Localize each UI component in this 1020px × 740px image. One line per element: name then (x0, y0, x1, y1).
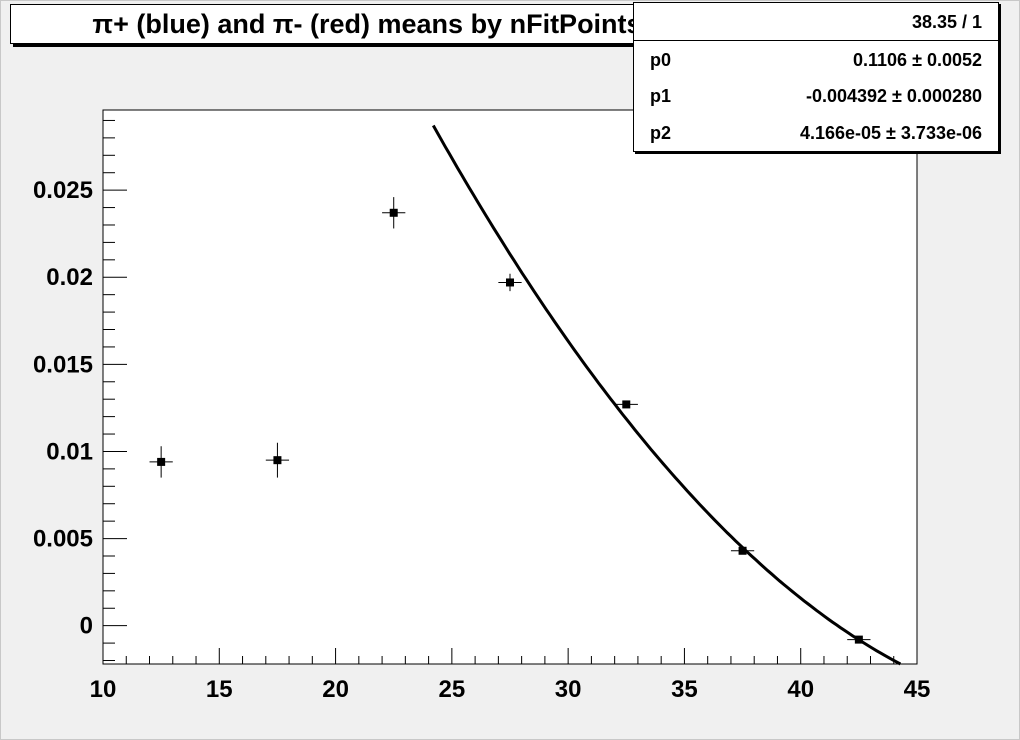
x-tick-label: 40 (787, 676, 814, 703)
param-value: -0.004392 ± 0.000280 (805, 86, 982, 106)
tick-labels: 10 15 20 25 30 35 40 45 0 0.005 0.01 0.015 0.02 0.025 (33, 177, 930, 703)
fit-curve (431, 124, 902, 666)
stats-row-chi2: 38.35 / 1 (634, 3, 998, 40)
x-tick-label: 45 (904, 676, 931, 703)
x-tick-label: 10 (90, 676, 117, 703)
stats-row-p1: p1 -0.004392 ± 0.000280 (634, 77, 998, 114)
fit-stats-box: 38.35 / 1 p0 0.1106 ± 0.0052 p1 -0.00439… (633, 2, 999, 152)
param-value: 4.166e-05 ± 3.733e-06 (799, 123, 982, 143)
data-point (389, 208, 398, 217)
x-tick-label: 25 (439, 676, 466, 703)
data-point (157, 457, 166, 466)
chart-title: π+ (blue) and π- (red) means by nFitPoin… (10, 4, 724, 44)
y-tick-label: 0.01 (46, 438, 93, 465)
data-point (506, 278, 514, 287)
data-point (273, 456, 282, 465)
data-point (738, 546, 747, 555)
data-point (622, 400, 631, 409)
param-value: 0.1106 ± 0.0052 (853, 50, 982, 70)
x-tick-label: 30 (555, 676, 582, 703)
stats-row-p0: p0 0.1106 ± 0.0052 (634, 40, 998, 78)
y-tick-label: 0 (80, 613, 93, 640)
y-tick-label: 0.015 (33, 351, 93, 378)
y-tick-label: 0.005 (33, 526, 93, 553)
x-tick-label: 15 (206, 676, 233, 703)
chi2-value: 38.35 / 1 (911, 12, 982, 32)
y-tick-label: 0.025 (33, 177, 93, 204)
param-name: p0 (650, 50, 672, 70)
axis-ticks (102, 119, 918, 664)
y-tick-label: 0.02 (46, 264, 93, 291)
x-tick-label: 20 (322, 676, 349, 703)
data-point (854, 635, 863, 644)
param-name: p1 (650, 86, 672, 106)
fit-line (431, 124, 902, 666)
param-name: p2 (650, 123, 672, 143)
plot-area (102, 109, 918, 665)
data-points (149, 197, 871, 644)
stats-row-p2: p2 4.166e-05 ± 3.733e-06 (634, 114, 998, 151)
x-tick-label: 35 (671, 676, 698, 703)
